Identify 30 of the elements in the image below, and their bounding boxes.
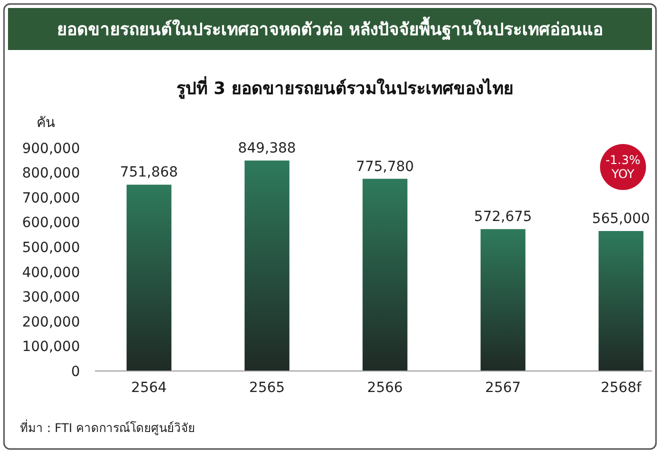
data-label: 572,675: [474, 209, 532, 226]
y-tick-label: 600,000: [22, 215, 80, 232]
text: ที่มา : FTI คาดการณ์โดยศูนย์วิจัย: [20, 419, 196, 436]
x-tick-label: 2568f: [600, 380, 642, 396]
y-tick-label: 400,000: [22, 264, 80, 281]
bar: [362, 178, 408, 371]
x-tick-label: 2565: [249, 380, 285, 396]
x-tick-label: 2564: [131, 380, 167, 396]
x-tick-label: 2567: [485, 380, 521, 396]
annotation: -1.3% YOY: [606, 153, 640, 181]
y-tick-label: 800,000: [22, 166, 80, 182]
y-tick-label: 300,000: [22, 290, 80, 306]
y-tick-label: 500,000: [22, 240, 80, 256]
chart-subtitle: รูปที่ 3 ยอดขายรถยนต์รวมในประเทศของไทย: [176, 76, 514, 100]
y-tick-label: 700,000: [22, 190, 80, 206]
data-label: 849,388: [238, 140, 296, 157]
y-axis-title: คัน: [36, 115, 56, 131]
bar: [598, 231, 644, 371]
bar: [244, 160, 290, 371]
data-label: 751,868: [120, 164, 178, 181]
y-tick-label: 0: [71, 364, 80, 380]
bar: [126, 184, 172, 371]
data-label: 775,780: [356, 158, 414, 175]
y-tick-label: 900,000: [22, 140, 80, 157]
chart-title: ยอดขายรถยนต์ในประเทศอาจหดตัวต่อ หลังปัจจัยพื้นฐานในประเทศอ่อนแอ: [57, 16, 603, 41]
x-tick-label: 2566: [367, 380, 403, 396]
data-label: 565,000: [592, 211, 650, 228]
bar: [480, 229, 526, 371]
y-tick-label: 100,000: [22, 339, 80, 356]
y-tick-label: 200,000: [22, 314, 80, 330]
